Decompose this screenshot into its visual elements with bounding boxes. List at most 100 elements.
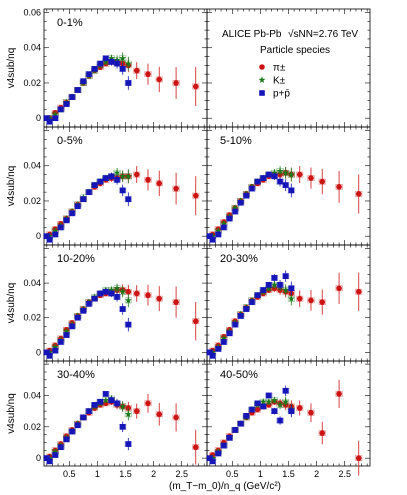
x-tick-label: 1.5 [282, 469, 295, 479]
data-point-kaon [46, 232, 54, 240]
data-point-proton [52, 347, 59, 354]
data-point-proton [63, 217, 70, 224]
data-point-proton [86, 408, 92, 414]
data-point-kaon [282, 286, 290, 293]
series-proton [206, 171, 295, 243]
data-point-pion [296, 171, 303, 178]
data-point-proton [237, 420, 244, 427]
data-point-pion [173, 299, 179, 305]
data-point-pion [125, 405, 132, 411]
data-point-kaon [119, 54, 127, 62]
y-axis-label: v4sub/nq [6, 393, 17, 434]
data-point-proton [282, 387, 289, 394]
data-point-proton [74, 314, 81, 321]
data-point-pion [133, 290, 140, 297]
panel-1: 0 0.02 0.04 0.06 0-1% [23, 8, 208, 128]
data-point-proton [125, 321, 132, 328]
data-point-proton [114, 177, 120, 183]
data-point-proton [69, 94, 75, 100]
data-point-proton [125, 196, 132, 203]
data-point-kaon [282, 169, 290, 176]
data-point-proton [232, 321, 238, 328]
data-point-proton [58, 339, 64, 345]
data-point-pion [336, 285, 342, 292]
data-point-proton [207, 349, 213, 356]
data-point-proton [288, 285, 295, 292]
data-point-kaon [209, 232, 217, 240]
data-point-kaon [51, 448, 59, 455]
x-tick-label: 2.5 [175, 469, 188, 479]
data-point-proton [52, 115, 59, 121]
data-point-proton [44, 233, 50, 239]
data-point-proton [125, 441, 132, 447]
centrality-label: 0-1% [57, 17, 83, 29]
legend-marker-kaon [258, 76, 266, 83]
legend-label-proton: p+p̄ [273, 89, 290, 100]
data-point-proton [58, 106, 64, 113]
data-point-proton [266, 282, 272, 288]
data-point-proton [215, 231, 222, 238]
data-point-proton [209, 236, 216, 243]
data-point-kaon [265, 284, 273, 292]
data-point-proton [80, 196, 87, 203]
legend: ALICE Pb-Pb √sNN=2.76 TeV Particle speci… [222, 28, 358, 100]
data-point-pion [355, 288, 362, 295]
data-point-pion [145, 71, 151, 77]
data-point-pion [173, 414, 179, 421]
data-point-proton [97, 178, 104, 185]
data-point-proton [249, 406, 255, 413]
data-point-kaon [276, 167, 284, 174]
data-point-proton [46, 118, 53, 125]
data-point-pion [133, 171, 140, 178]
y-tick-label: 0.02 [23, 313, 41, 323]
data-point-kaon [108, 54, 115, 62]
data-point-proton [80, 78, 87, 85]
data-point-proton [52, 231, 59, 238]
data-point-proton [103, 288, 109, 295]
series-kaon [209, 396, 295, 462]
data-point-proton [114, 400, 120, 407]
data-point-pion [355, 191, 362, 197]
legend-label-kaon: K± [273, 76, 286, 87]
data-point-proton [46, 353, 53, 359]
data-point-kaon [231, 204, 239, 211]
data-point-pion [319, 430, 326, 436]
series-proton [206, 270, 295, 359]
y-tick-label: 0 [36, 113, 41, 123]
data-point-proton [237, 199, 244, 206]
data-point-kaon [51, 227, 59, 234]
data-point-kaon [220, 334, 228, 342]
data-point-proton [232, 427, 238, 433]
data-point-proton [63, 436, 70, 443]
y-axis-labels: v4sub/nq v4sub/nq v4sub/nq v4sub/nq [6, 48, 17, 434]
data-point-pion [125, 288, 132, 295]
data-point-proton [44, 455, 50, 461]
data-point-proton [215, 346, 222, 352]
data-point-proton [44, 115, 50, 121]
data-point-pion [336, 391, 342, 397]
data-point-pion [296, 295, 303, 302]
data-point-pion [296, 405, 303, 411]
panel-5: 0 0.02 0.04 10-20% [23, 244, 208, 362]
series-proton [43, 391, 132, 465]
data-point-proton [249, 299, 255, 305]
panel-4: 5-10% [206, 126, 371, 246]
data-point-proton [44, 349, 50, 356]
data-point-proton [74, 203, 81, 210]
panel-2 [206, 8, 371, 128]
data-point-kaon [124, 296, 132, 304]
legend-label-pion: π± [273, 63, 286, 74]
centrality-label: 10-20% [57, 253, 95, 265]
y-tick-label: 0.04 [23, 161, 41, 171]
data-point-kaon [214, 227, 222, 234]
data-point-kaon [46, 348, 54, 356]
x-tick-label: 2.5 [338, 469, 351, 479]
series-proton [43, 172, 132, 243]
data-point-kaon [287, 170, 295, 178]
data-point-pion [319, 299, 326, 305]
panel-6: 20-30% [206, 244, 371, 362]
data-point-pion [336, 184, 342, 190]
legend-marker-proton [259, 90, 265, 96]
data-point-pion [308, 409, 314, 416]
data-point-pion [173, 80, 179, 86]
